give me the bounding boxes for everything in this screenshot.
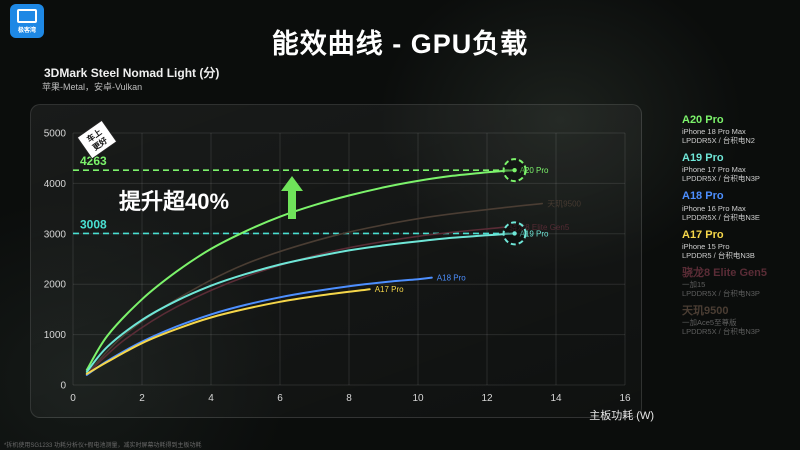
legend-item-name: 天玑9500: [682, 304, 729, 317]
x-tick-label: 6: [277, 393, 283, 404]
legend-item-detail: LPDDR5 / 台积电N3B: [682, 250, 755, 260]
legend-item-detail: 一加Ace5至尊版: [682, 318, 737, 328]
series-line-a19-pro: [85, 232, 516, 373]
series-end-label: 骁龙8 Elite Gen5: [509, 222, 570, 232]
legend-item-detail: LPDDR5X / 台积电N3P: [682, 327, 760, 337]
y-tick-label: 0: [60, 381, 66, 392]
axis-layer: 0 1000 2000 3000 4000 5000 0 2 4 6 8 10 12 14 16 主板功耗 (…: [44, 129, 654, 423]
y-tick-label: 1000: [44, 330, 67, 341]
legend-item: 骁龙8 Elite Gen5 一加15 LPDDR5X / 台积电N3P: [682, 267, 800, 298]
series-layer: 天玑9500 骁龙8 Elite Gen5 A20 Pro A19 Pro A18 Pr…: [85, 166, 582, 376]
series-end-label: A17 Pro: [375, 285, 404, 294]
legend-item-name: A19 Pro: [682, 152, 724, 165]
highlight-point: [512, 167, 517, 173]
reference-value: 3008: [80, 217, 107, 231]
x-tick-label: 16: [619, 393, 631, 404]
arrow-up-icon-shaft: [288, 189, 296, 219]
series-line-9500: [89, 202, 543, 371]
legend-item-detail: iPhone 18 Pro Max: [682, 127, 746, 137]
legend-item: A19 Pro iPhone 17 Pro Max LPDDR5X / 台积电N3P: [682, 152, 800, 183]
series-end-label: A20 Pro: [520, 166, 549, 175]
legend-item-detail: LPDDR5X / 台积电N3P: [682, 288, 760, 298]
y-tick-label: 5000: [44, 129, 67, 140]
highlight-point: [512, 231, 517, 236]
legend-item-name: A20 Pro: [682, 114, 724, 126]
x-tick-label: 2: [139, 393, 145, 404]
legend-item: A18 Pro iPhone 16 Pro Max LPDDR5X / 台积电N3E: [682, 190, 800, 221]
logo-screen-icon: [17, 8, 37, 23]
legend-item-detail: LPDDR5X / 台积电N3E: [682, 212, 760, 222]
legend-item-detail: iPhone 15 Pro: [682, 241, 730, 251]
x-tick-label: 10: [412, 393, 424, 404]
arrow-up-icon-head: [281, 176, 303, 191]
series-end-label: A18 Pro: [437, 274, 466, 283]
x-axis-label: 主板功耗 (W): [589, 408, 654, 422]
series-end-label: A19 Pro: [520, 229, 549, 238]
series-line-8-elite-gen5: [89, 226, 506, 372]
legend-item-name: 骁龙8 Elite Gen5: [682, 266, 767, 279]
series-line-a17-pro: [85, 288, 371, 375]
x-tick-label: 4: [208, 393, 214, 404]
reference-lines: 4263 3008: [73, 154, 512, 235]
legend-item: A17 Pro iPhone 15 Pro LPDDR5 / 台积电N3B: [682, 229, 800, 260]
series-end-label: 天玑9500: [547, 200, 581, 209]
footnote: *拆机使用SG1233 功耗分析仪+假电池测量，减实时屏幕功耗得到主板功耗: [4, 443, 202, 449]
brand-logo: 极客湾: [10, 4, 44, 38]
x-tick-label: 8: [346, 393, 352, 404]
logo-text: 极客湾: [17, 27, 36, 34]
x-tick-label: 0: [70, 393, 76, 404]
series-line-a20-pro: [85, 169, 516, 371]
legend-item-name: A17 Pro: [682, 228, 724, 241]
y-tick-label: 3000: [44, 229, 67, 240]
legend-item-detail: 一加15: [682, 279, 706, 289]
legend-item-detail: iPhone 16 Pro Max: [682, 203, 746, 213]
legend-item-name: A18 Pro: [682, 190, 724, 203]
x-tick-label: 12: [481, 393, 493, 404]
benchmark-subtitle: 苹果-Metal，安卓-Vulkan: [42, 82, 143, 92]
series-line-a18-pro: [85, 276, 433, 376]
legend-item: 天玑9500 一加Ace5至尊版 LPDDR5X / 台积电N3P: [682, 305, 800, 336]
legend: A20 Pro iPhone 18 Pro Max LPDDR5X / 台积电N2 A…: [682, 114, 800, 343]
reference-value: 4263: [80, 154, 107, 168]
x-tick-label: 14: [550, 393, 562, 404]
benchmark-title: 3DMark Steel Nomad Light (分): [44, 66, 220, 80]
legend-item-detail: LPDDR5X / 台积电N2: [682, 136, 755, 146]
legend-item-detail: LPDDR5X / 台积电N3P: [682, 174, 760, 184]
legend-item: A20 Pro iPhone 18 Pro Max LPDDR5X / 台积电N2: [682, 114, 800, 145]
y-tick-label: 2000: [44, 280, 67, 291]
chart-panel: [30, 104, 642, 418]
legend-item-detail: iPhone 17 Pro Max: [682, 165, 746, 175]
badge-box: [76, 119, 118, 160]
improvement-text: 提升超40%: [119, 189, 229, 214]
page-title: 能效曲线 - GPU负载: [271, 29, 529, 59]
y-tick-label: 4000: [44, 179, 67, 190]
